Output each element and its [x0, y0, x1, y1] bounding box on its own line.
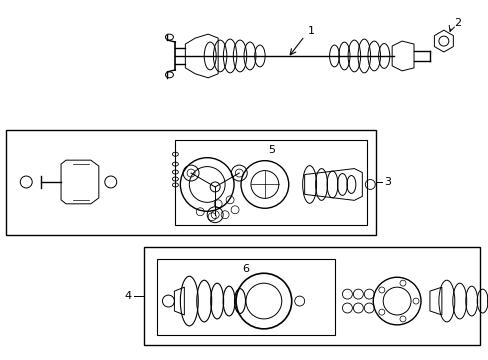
- Bar: [156, 260, 335, 335]
- Circle shape: [399, 316, 405, 322]
- Text: 5: 5: [267, 145, 274, 155]
- Bar: [175, 140, 366, 225]
- Circle shape: [412, 298, 418, 304]
- Text: 1: 1: [307, 26, 314, 36]
- Circle shape: [378, 287, 384, 293]
- Text: 6: 6: [242, 264, 249, 274]
- Text: 2: 2: [453, 18, 460, 28]
- Text: 4: 4: [124, 291, 131, 301]
- Bar: [143, 247, 479, 345]
- Circle shape: [378, 309, 384, 315]
- Bar: [6, 130, 375, 235]
- Text: 3: 3: [384, 177, 390, 188]
- Circle shape: [399, 280, 405, 286]
